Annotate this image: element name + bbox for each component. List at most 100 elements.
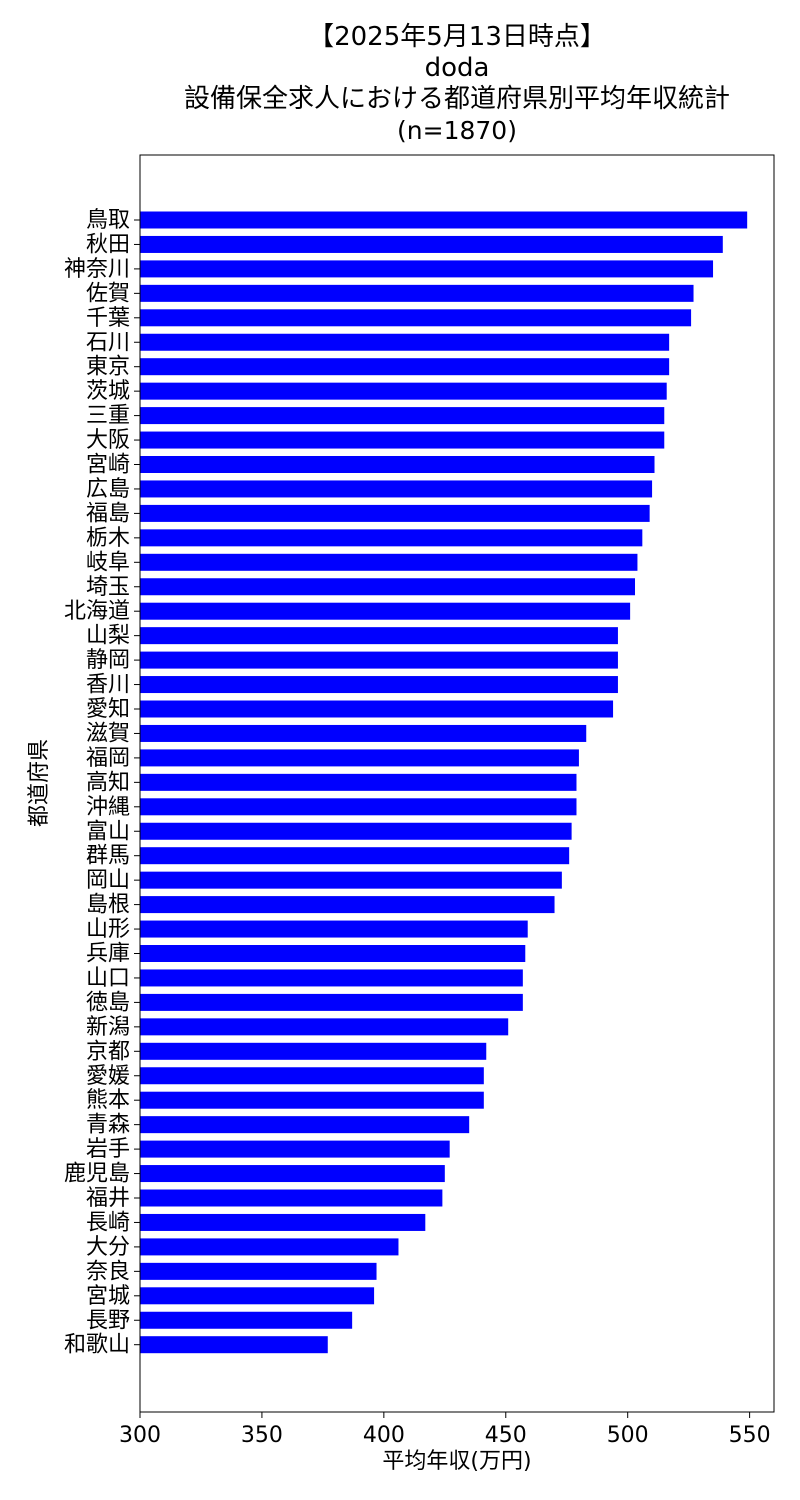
- y-axis-title: 都道府県: [27, 739, 52, 827]
- bar-4: [140, 309, 692, 327]
- y-tick-label: 福島: [86, 501, 130, 526]
- y-tick-label: 山形: [86, 917, 130, 942]
- bar-22: [140, 749, 579, 767]
- bar-24: [140, 798, 577, 816]
- y-tick-label: 奈良: [86, 1259, 130, 1284]
- y-tick-label: 愛媛: [86, 1064, 130, 1089]
- bars-group: [140, 211, 748, 1354]
- y-tick-label: 島根: [86, 893, 130, 918]
- bar-9: [140, 431, 665, 449]
- y-tick-label: 徳島: [86, 990, 130, 1015]
- y-tick-label: 香川: [86, 673, 130, 698]
- y-tick-label: 鹿児島: [64, 1162, 130, 1187]
- bar-39: [140, 1165, 445, 1183]
- bar-18: [140, 651, 618, 669]
- y-tick-label: 大分: [86, 1235, 130, 1260]
- y-tick-label: 兵庫: [86, 942, 130, 967]
- bar-29: [140, 920, 528, 938]
- bar-33: [140, 1018, 509, 1036]
- y-tick-label: 千葉: [86, 306, 130, 331]
- bar-8: [140, 407, 665, 425]
- bar-38: [140, 1140, 450, 1158]
- bar-31: [140, 969, 523, 987]
- y-tick-label: 京都: [86, 1039, 130, 1064]
- bar-15: [140, 578, 636, 596]
- bar-30: [140, 945, 526, 962]
- y-tick-label: 広島: [86, 477, 130, 502]
- y-tick-label: 滋賀: [86, 721, 130, 746]
- bar-21: [140, 724, 587, 742]
- bar-17: [140, 627, 618, 645]
- plot-frame: [139, 154, 775, 1413]
- x-tick-label: 350: [241, 1423, 283, 1448]
- bar-36: [140, 1091, 484, 1109]
- bar-10: [140, 456, 655, 473]
- bar-12: [140, 504, 650, 522]
- y-tick-label: 愛知: [86, 697, 130, 722]
- y-tick-label: 北海道: [64, 599, 130, 624]
- y-tick-label: 宮崎: [86, 453, 130, 478]
- bar-26: [140, 847, 570, 865]
- y-tick-label: 秋田: [86, 232, 130, 257]
- y-tick-label: 大阪: [86, 428, 130, 453]
- y-tick-label: 埼玉: [86, 575, 130, 600]
- bar-41: [140, 1213, 426, 1231]
- x-tick-label: 500: [607, 1423, 649, 1448]
- y-tick-label: 山口: [86, 966, 130, 991]
- bar-5: [140, 333, 670, 351]
- title-sample-size: (n=1870): [397, 116, 517, 145]
- y-tick-label: 富山: [86, 819, 130, 844]
- bar-11: [140, 480, 653, 498]
- bar-20: [140, 700, 614, 718]
- bar-14: [140, 553, 638, 571]
- y-tick-label: 沖縄: [86, 795, 130, 820]
- y-tick-label: 栃木: [86, 526, 130, 551]
- y-tick-labels: 鳥取秋田神奈川佐賀千葉石川東京茨城三重大阪宮崎広島福島栃木岐阜埼玉北海道山梨静岡…: [64, 208, 140, 1358]
- bar-32: [140, 993, 523, 1011]
- y-tick-label: 熊本: [86, 1088, 130, 1113]
- y-tick-label: 群馬: [86, 844, 130, 869]
- bar-23: [140, 773, 577, 791]
- y-tick-label: 東京: [86, 355, 130, 380]
- x-axis-title: 平均年収(万円): [382, 1449, 531, 1474]
- bar-0: [140, 211, 748, 229]
- x-tick-label: 550: [729, 1423, 771, 1448]
- y-tick-label: 岩手: [86, 1137, 130, 1162]
- bar-46: [140, 1336, 328, 1354]
- bar-37: [140, 1116, 470, 1134]
- chart-title: 【2025年5月13日時点】 doda 設備保全求人における都道府県別平均年収統…: [140, 22, 774, 146]
- y-tick-label: 静岡: [86, 648, 130, 673]
- y-tick-label: 長野: [86, 1308, 130, 1333]
- title-date: 【2025年5月13日時点】: [308, 22, 606, 52]
- bar-19: [140, 676, 618, 694]
- bar-3: [140, 284, 694, 302]
- bar-7: [140, 382, 667, 400]
- y-tick-label: 高知: [86, 770, 130, 795]
- y-tick-label: 和歌山: [64, 1333, 130, 1358]
- bar-25: [140, 822, 572, 840]
- y-tick-label: 山梨: [86, 624, 130, 649]
- title-source: doda: [424, 53, 490, 83]
- x-tick-label: 450: [485, 1423, 527, 1448]
- y-tick-label: 福岡: [86, 746, 130, 771]
- bar-34: [140, 1042, 487, 1060]
- bar-2: [140, 260, 714, 278]
- bar-40: [140, 1189, 443, 1207]
- y-tick-label: 青森: [86, 1113, 130, 1138]
- bar-45: [140, 1311, 353, 1329]
- x-tick-label: 300: [119, 1423, 161, 1448]
- bar-16: [140, 602, 631, 620]
- y-tick-label: 鳥取: [86, 208, 130, 233]
- title-main: 設備保全求人における都道府県別平均年収統計: [183, 84, 730, 114]
- y-tick-label: 石川: [86, 330, 130, 355]
- bar-1: [140, 235, 723, 253]
- bar-35: [140, 1067, 484, 1085]
- bar-28: [140, 896, 555, 914]
- x-tick-label: 400: [363, 1423, 405, 1448]
- bar-6: [140, 358, 670, 376]
- y-tick-label: 神奈川: [64, 257, 130, 282]
- y-tick-label: 岡山: [86, 868, 130, 893]
- bar-27: [140, 871, 562, 889]
- x-ticks: 300 350 400 450 500 550: [119, 1412, 771, 1448]
- y-tick-label: 茨城: [86, 379, 130, 404]
